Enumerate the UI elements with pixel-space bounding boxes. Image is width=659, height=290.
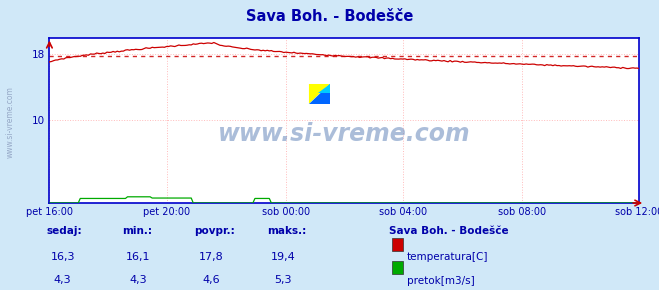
- Text: 16,1: 16,1: [126, 252, 151, 262]
- Text: 4,3: 4,3: [54, 276, 71, 285]
- Polygon shape: [318, 84, 330, 93]
- Text: Sava Boh. - Bodešče: Sava Boh. - Bodešče: [246, 9, 413, 24]
- Text: 4,6: 4,6: [202, 276, 219, 285]
- Text: min.:: min.:: [122, 226, 152, 236]
- Text: maks.:: maks.:: [267, 226, 306, 236]
- Text: 17,8: 17,8: [198, 252, 223, 262]
- Text: www.si-vreme.com: www.si-vreme.com: [218, 122, 471, 146]
- Text: povpr.:: povpr.:: [194, 226, 235, 236]
- Text: 19,4: 19,4: [271, 252, 296, 262]
- Text: 16,3: 16,3: [50, 252, 75, 262]
- Text: temperatura[C]: temperatura[C]: [407, 252, 488, 262]
- Text: 5,3: 5,3: [275, 276, 292, 285]
- Polygon shape: [309, 84, 330, 104]
- Text: sedaj:: sedaj:: [46, 226, 82, 236]
- Text: Sava Boh. - Bodešče: Sava Boh. - Bodešče: [389, 226, 509, 236]
- Polygon shape: [309, 84, 330, 104]
- Text: www.si-vreme.com: www.si-vreme.com: [5, 86, 14, 158]
- Text: pretok[m3/s]: pretok[m3/s]: [407, 276, 474, 285]
- Text: 4,3: 4,3: [130, 276, 147, 285]
